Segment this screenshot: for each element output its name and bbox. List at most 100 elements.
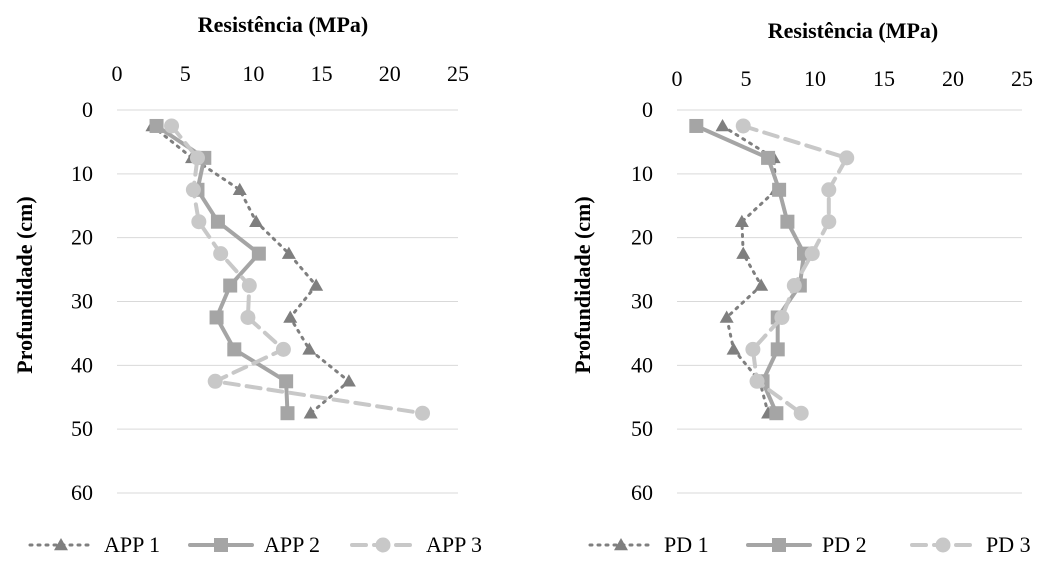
legend-marker: [214, 538, 228, 552]
data-point: [770, 342, 785, 357]
x-tick-label: 15: [873, 66, 895, 91]
chart-panel-1: Resistência (MPa) 0 5 10 15 20 25 0 10 20 30 40 50 60…: [12, 12, 482, 557]
data-point: [191, 214, 207, 230]
data-point: [736, 246, 751, 259]
x-tick-label: 15: [311, 61, 333, 86]
x-tick-label: 0: [672, 66, 683, 91]
data-point: [210, 214, 225, 229]
x-tick-label: 0: [112, 61, 123, 86]
data-point: [734, 214, 749, 227]
data-point: [227, 342, 242, 357]
legend-entry: PD 1: [588, 532, 709, 557]
data-point: [279, 374, 294, 389]
y-tick-label: 30: [71, 289, 93, 314]
data-point: [281, 246, 296, 259]
y-tick-label: 50: [71, 416, 93, 441]
y-axis-label: Profundidade (cm): [570, 196, 595, 373]
data-point: [821, 182, 837, 198]
y-tick-label: 40: [631, 352, 653, 377]
data-point: [223, 278, 238, 293]
chart-title: Resistência (MPa): [198, 12, 368, 37]
y-tick-label: 60: [71, 480, 93, 505]
data-point: [415, 405, 431, 421]
data-point: [302, 342, 317, 355]
data-point: [749, 373, 765, 389]
legend-entry: APP 1: [28, 532, 160, 557]
series-line: [169, 124, 425, 416]
x-tick-label: 10: [804, 66, 826, 91]
data-point: [804, 246, 820, 262]
data-point: [149, 118, 164, 133]
legend-marker: [54, 538, 68, 551]
series-line: [741, 124, 849, 416]
data-point: [745, 341, 761, 357]
legend-entry: APP 2: [188, 532, 320, 557]
legend-label: PD 3: [986, 532, 1031, 557]
data-point: [839, 150, 855, 166]
chart-title: Resistência (MPa): [768, 18, 938, 43]
legend-entry: PD 2: [746, 532, 867, 557]
y-tick-label: 60: [631, 480, 653, 505]
data-point: [303, 406, 318, 419]
chart-panel-2: Resistência (MPa) 0 5 10 15 20 25 0 10 20 30 40 50 60…: [570, 18, 1033, 557]
data-point: [207, 373, 223, 389]
data-point: [241, 278, 257, 294]
series-app-3: [164, 118, 431, 421]
legend-marker: [614, 538, 628, 551]
data-point: [726, 342, 741, 355]
legend-label: APP 3: [426, 532, 482, 557]
data-point: [209, 310, 224, 325]
data-point: [719, 310, 734, 323]
data-point: [761, 150, 776, 165]
data-point: [780, 214, 795, 229]
data-point: [715, 118, 730, 132]
y-tick-label: 40: [71, 352, 93, 377]
legend-marker: [375, 537, 391, 553]
legend-marker: [772, 538, 786, 552]
series-pd-3: [735, 118, 855, 421]
data-point: [185, 182, 201, 198]
data-point: [189, 150, 205, 166]
series-line: [151, 124, 351, 415]
legend-label: APP 2: [264, 532, 320, 557]
x-tick-label: 5: [180, 61, 191, 86]
data-point: [232, 182, 247, 196]
y-tick-label: 0: [642, 97, 653, 122]
series-line: [154, 124, 290, 416]
legend-entry: APP 3: [350, 532, 482, 557]
data-point: [280, 406, 295, 421]
data-point: [821, 214, 837, 230]
data-point: [275, 341, 291, 357]
x-tick-label: 5: [741, 66, 752, 91]
series-app-1: [145, 118, 356, 419]
x-tick-label: 25: [447, 61, 469, 86]
y-tick-label: 20: [71, 225, 93, 250]
data-point: [283, 310, 298, 323]
y-tick-label: 10: [631, 161, 653, 186]
legend-marker: [935, 537, 951, 553]
x-tick-label: 20: [942, 66, 964, 91]
x-tick-label: 20: [379, 61, 401, 86]
legend-label: APP 1: [104, 532, 160, 557]
series-pd-2: [689, 118, 811, 421]
data-point: [251, 246, 266, 261]
data-point: [213, 246, 229, 262]
data-point: [240, 309, 256, 325]
data-point: [786, 278, 802, 294]
data-point: [735, 118, 751, 134]
data-point: [754, 278, 769, 291]
y-tick-label: 50: [631, 416, 653, 441]
data-point: [772, 182, 787, 197]
y-tick-label: 0: [82, 97, 93, 122]
x-tick-label: 10: [242, 61, 264, 86]
y-tick-label: 20: [631, 225, 653, 250]
data-point: [309, 278, 324, 291]
data-point: [341, 374, 356, 387]
legend-label: PD 2: [822, 532, 867, 557]
y-tick-label: 30: [631, 289, 653, 314]
y-axis-label: Profundidade (cm): [12, 196, 37, 373]
data-point: [689, 118, 704, 133]
legend-entry: PD 3: [910, 532, 1031, 557]
legend-label: PD 1: [664, 532, 709, 557]
